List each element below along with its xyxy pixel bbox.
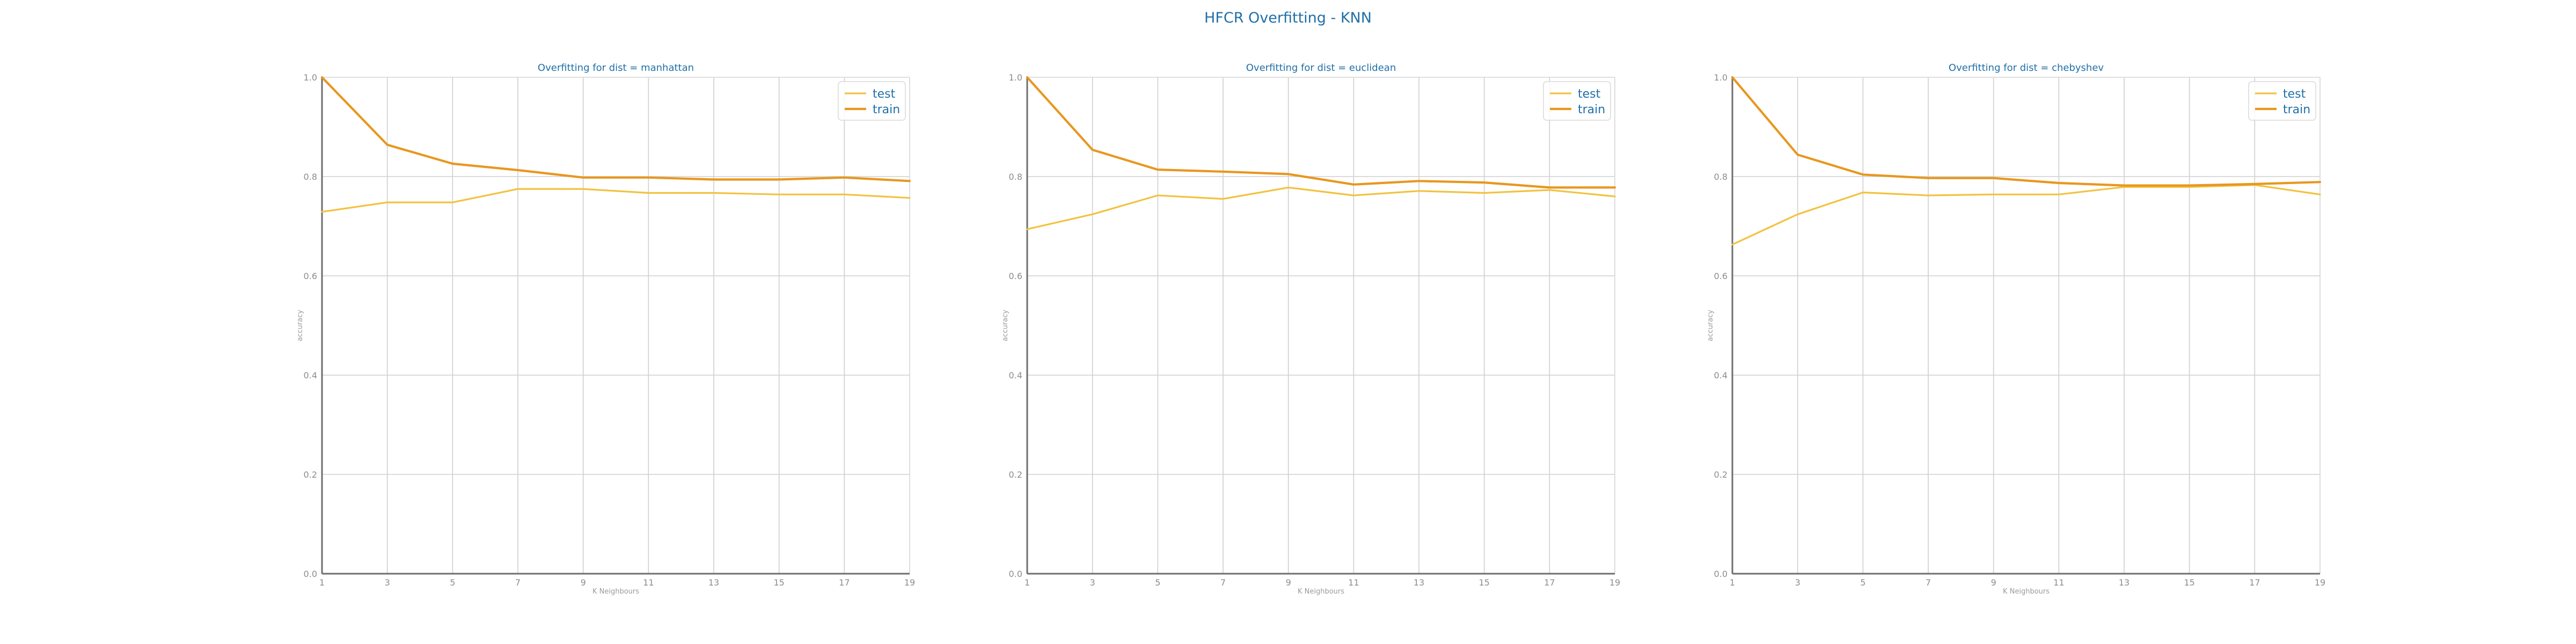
chart-panel: Overfitting for dist = manhattan 0.0 0.2 0.… — [296, 62, 915, 596]
series-line-train — [1731, 76, 2322, 187]
legend-box — [2248, 81, 2316, 121]
x-tick-label: 7 — [1220, 577, 1226, 588]
y-tick-label: 0.8 — [1009, 172, 1022, 182]
series-line-train — [320, 76, 911, 182]
panel-title: Overfitting for dist = euclidean — [1246, 62, 1396, 74]
legend-box — [838, 81, 906, 121]
x-tick-label: 7 — [515, 577, 521, 588]
chart-panel: Overfitting for dist = chebyshev 0.0 0.2 0.… — [1707, 62, 2325, 596]
y-tick-label: 0.8 — [304, 172, 317, 182]
panel-title: Overfitting for dist = manhattan — [538, 62, 694, 74]
x-tick-label: 11 — [643, 577, 654, 588]
y-tick-label: 0.0 — [1714, 569, 1728, 579]
axes-frame — [1027, 77, 1615, 574]
x-tick-label: 17 — [1544, 577, 1555, 588]
x-tick-label: 13 — [2119, 577, 2129, 588]
x-tick-label: 15 — [1479, 577, 1489, 588]
legend-box — [1543, 81, 1611, 121]
x-tick-label: 13 — [708, 577, 719, 588]
x-axis-label: K Neighbours — [592, 588, 639, 596]
legend-label-train: train — [2283, 103, 2310, 116]
x-tick-label: 17 — [2249, 577, 2260, 588]
x-tick-label: 11 — [2053, 577, 2064, 588]
legend-label-train: train — [873, 103, 900, 116]
figure-title: HFCR Overfitting - KNN — [1204, 10, 1372, 26]
panel-title: Overfitting for dist = chebyshev — [1949, 62, 2104, 74]
legend-label-test: test — [873, 87, 896, 101]
x-tick-label: 5 — [450, 577, 455, 588]
y-tick-label: 0.0 — [1009, 569, 1022, 579]
x-tick-label: 17 — [839, 577, 850, 588]
series-line-test — [1731, 184, 2321, 246]
series-line-train — [1026, 76, 1616, 189]
y-tick-label: 0.0 — [304, 569, 317, 579]
chart-panels: Overfitting for dist = manhattan 0.0 0.2 0.… — [296, 62, 2325, 596]
x-tick-label: 19 — [1609, 577, 1620, 588]
legend: test train — [1543, 81, 1611, 121]
y-tick-label: 0.2 — [1714, 470, 1728, 480]
y-tick-label: 0.4 — [1009, 370, 1022, 380]
y-tick-label: 0.8 — [1714, 172, 1728, 182]
y-tick-label: 1.0 — [1009, 72, 1022, 83]
x-tick-label: 3 — [1795, 577, 1801, 588]
y-tick-label: 0.2 — [1009, 470, 1022, 480]
y-tick-label: 0.6 — [1009, 271, 1022, 281]
legend-label-test: test — [1578, 87, 1601, 101]
legend: test train — [838, 81, 906, 121]
y-tick-label: 0.4 — [1714, 370, 1728, 380]
x-tick-label: 3 — [385, 577, 390, 588]
x-axis-label: K Neighbours — [2003, 588, 2050, 596]
x-tick-label: 9 — [1286, 577, 1291, 588]
x-axis-label: K Neighbours — [1298, 588, 1344, 596]
x-tick-label: 1 — [1024, 577, 1030, 588]
x-tick-label: 11 — [1348, 577, 1359, 588]
y-tick-label: 1.0 — [304, 72, 317, 83]
y-tick-label: 0.6 — [304, 271, 317, 281]
y-tick-label: 1.0 — [1714, 72, 1728, 83]
x-tick-label: 19 — [2315, 577, 2325, 588]
x-tick-label: 19 — [904, 577, 915, 588]
x-tick-label: 1 — [1730, 577, 1735, 588]
x-tick-label: 7 — [1926, 577, 1931, 588]
y-axis-label: accuracy — [1707, 310, 1715, 341]
x-tick-label: 1 — [319, 577, 325, 588]
x-tick-label: 5 — [1155, 577, 1160, 588]
chart-panel: Overfitting for dist = euclidean 0.0 0.2 0.… — [1001, 62, 1620, 596]
legend-label-test: test — [2283, 87, 2306, 101]
legend: test train — [2248, 81, 2316, 121]
y-tick-label: 0.4 — [304, 370, 317, 380]
series-line-test — [1026, 186, 1616, 230]
x-tick-label: 9 — [1991, 577, 1996, 588]
y-tick-label: 0.2 — [304, 470, 317, 480]
x-tick-label: 13 — [1414, 577, 1424, 588]
y-axis-label: accuracy — [296, 310, 304, 341]
x-tick-label: 9 — [581, 577, 586, 588]
series-line-test — [321, 188, 911, 213]
legend-label-train: train — [1578, 103, 1605, 116]
x-tick-label: 3 — [1090, 577, 1095, 588]
axes-frame — [1732, 77, 2321, 574]
y-tick-label: 0.6 — [1714, 271, 1728, 281]
x-tick-label: 5 — [1860, 577, 1865, 588]
x-tick-label: 15 — [773, 577, 784, 588]
x-tick-label: 15 — [2184, 577, 2194, 588]
y-axis-label: accuracy — [1001, 310, 1009, 341]
